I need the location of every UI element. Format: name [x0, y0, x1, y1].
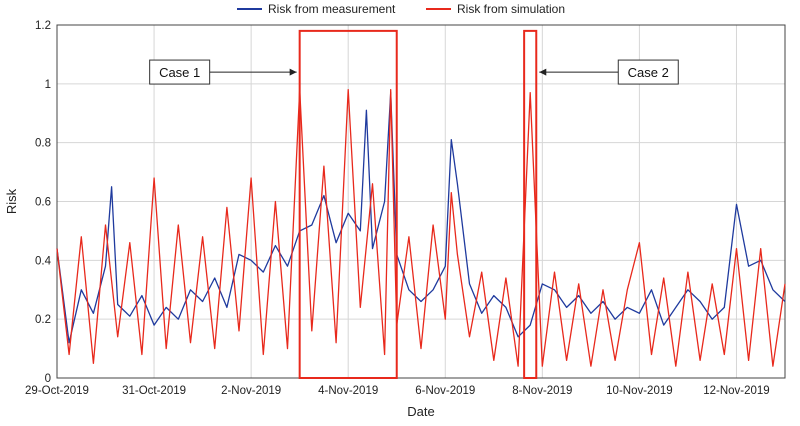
plot-frame [56, 24, 786, 379]
y-tick-label: 0.2 [35, 314, 51, 326]
x-tick-label: 8-Nov-2019 [512, 385, 572, 397]
y-axis-title: Risk [4, 188, 19, 214]
x-axis-title: Date [407, 404, 434, 419]
x-tick-label: 31-Oct-2019 [122, 385, 186, 397]
x-tick-label: 4-Nov-2019 [318, 385, 378, 397]
y-tick-label: 1.2 [35, 20, 51, 32]
annotation-layer: Case 1 Case 2 [149, 29, 679, 380]
series-layer [56, 89, 786, 367]
case-1-arrow-head [289, 68, 297, 76]
case-1-label-box [149, 59, 211, 85]
case-1-highlight-box [298, 29, 398, 380]
x-tick-label: 2-Nov-2019 [221, 385, 281, 397]
x-tick-labels: 29-Oct-2019 31-Oct-2019 2-Nov-2019 4-Nov-20… [25, 385, 770, 397]
y-tick-label: 0.6 [35, 197, 51, 209]
y-tick-label: 0.8 [35, 138, 51, 150]
series-line-simulation [56, 89, 786, 367]
x-tick-label: 6-Nov-2019 [415, 385, 475, 397]
x-tick-label: 12-Nov-2019 [703, 385, 769, 397]
case-1-label: Case 1 [159, 65, 200, 80]
y-tick-label: 1 [45, 79, 51, 91]
x-tick-label: 10-Nov-2019 [606, 385, 672, 397]
legend-label-simulation: Risk from simulation [457, 2, 565, 16]
case-2-label: Case 2 [628, 65, 669, 80]
y-tick-label: 0.4 [35, 255, 52, 267]
case-2-arrow-head [539, 68, 547, 76]
case-2-highlight-box [523, 29, 538, 380]
y-tick-label: 0 [45, 373, 51, 385]
case-2-label-box [617, 59, 679, 85]
x-tick-label: 29-Oct-2019 [25, 385, 89, 397]
y-tick-labels: 0 0.2 0.4 0.6 0.8 1 1.2 [35, 20, 52, 385]
legend: Risk from measurement Risk from simulati… [237, 2, 565, 16]
legend-label-measurement: Risk from measurement [268, 2, 396, 16]
series-line-measurement [56, 92, 786, 344]
